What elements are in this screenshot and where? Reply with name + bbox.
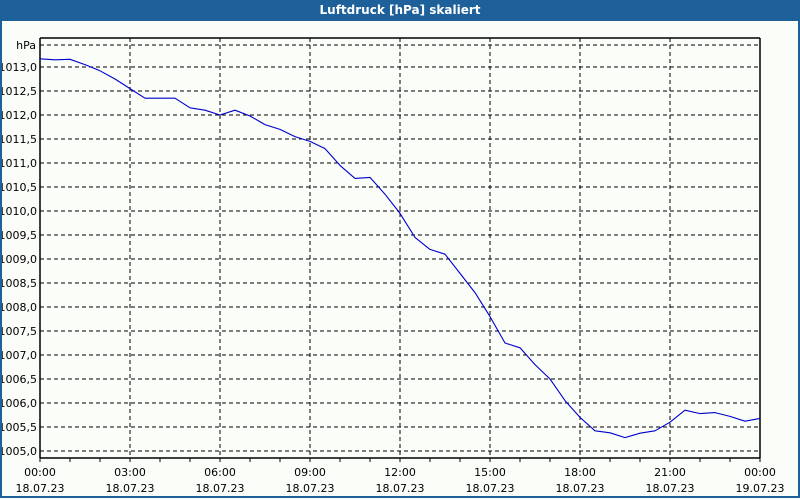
y-tick-label: 1013,0 bbox=[2, 61, 37, 74]
x-tick-time: 15:00 bbox=[474, 466, 506, 479]
x-tick-date: 18.07.23 bbox=[556, 482, 605, 495]
y-tick-label: 1007,0 bbox=[2, 349, 37, 362]
x-tick-time: 06:00 bbox=[204, 466, 236, 479]
x-tick-date: 18.07.23 bbox=[646, 482, 695, 495]
x-tick-time: 12:00 bbox=[384, 466, 416, 479]
x-tick-date: 18.07.23 bbox=[376, 482, 425, 495]
x-tick-time: 03:00 bbox=[114, 466, 146, 479]
x-tick-date: 18.07.23 bbox=[286, 482, 335, 495]
data-line-luftdruck bbox=[39, 58, 761, 439]
window-title: Luftdruck [hPa] skaliert bbox=[0, 0, 800, 21]
y-tick-label: 1009,5 bbox=[2, 229, 37, 242]
x-tick-time: 00:00 bbox=[744, 466, 776, 479]
x-tick-time: 21:00 bbox=[654, 466, 686, 479]
y-axis-unit: hPa bbox=[16, 39, 36, 52]
y-tick-label: 1011,5 bbox=[2, 133, 37, 146]
y-tick-label: 1006,0 bbox=[2, 397, 37, 410]
y-tick-label: 1012,5 bbox=[2, 85, 37, 98]
y-tick-label: 1005,0 bbox=[2, 445, 37, 458]
y-tick-label: 1005,5 bbox=[2, 421, 37, 434]
x-tick-date: 18.07.23 bbox=[16, 482, 65, 495]
y-tick-label: 1012,0 bbox=[2, 109, 37, 122]
x-tick-time: 18:00 bbox=[564, 466, 596, 479]
y-tick-label: 1007,5 bbox=[2, 325, 37, 338]
x-tick-date: 18.07.23 bbox=[466, 482, 515, 495]
y-tick-label: 1008,0 bbox=[2, 301, 37, 314]
x-tick-date: 18.07.23 bbox=[106, 482, 155, 495]
y-tick-label: 1010,0 bbox=[2, 205, 37, 218]
y-tick-label: 1011,0 bbox=[2, 157, 37, 170]
x-tick-time: 00:00 bbox=[24, 466, 56, 479]
x-tick-date: 19.07.23 bbox=[736, 482, 785, 495]
y-tick-label: 1008,5 bbox=[2, 277, 37, 290]
y-tick-label: 1010,5 bbox=[2, 181, 37, 194]
y-tick-label: 1006,5 bbox=[2, 373, 37, 386]
x-tick-date: 18.07.23 bbox=[196, 482, 245, 495]
y-tick-label: 1009,0 bbox=[2, 253, 37, 266]
x-tick-time: 09:00 bbox=[294, 466, 326, 479]
